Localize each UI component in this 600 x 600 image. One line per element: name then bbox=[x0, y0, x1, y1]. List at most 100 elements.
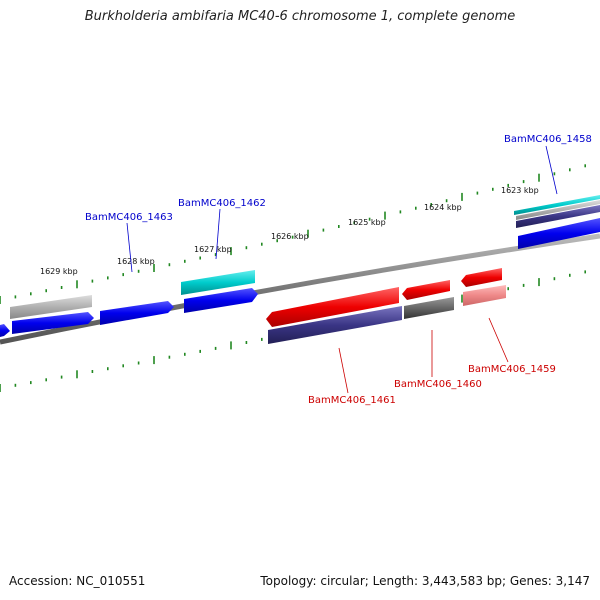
gene-label-1458[interactable]: BamMC406_1458 bbox=[504, 134, 592, 145]
gene-arrow-grey-left[interactable] bbox=[10, 295, 92, 319]
gene-arrow-1459[interactable] bbox=[461, 268, 502, 287]
ruler-tick bbox=[137, 269, 140, 273]
tick-label: 1623 kbp bbox=[501, 186, 539, 195]
ruler-tick bbox=[230, 341, 232, 350]
gene-arrow-blue-edge[interactable] bbox=[0, 324, 10, 337]
tick-label: 1626 kbp bbox=[271, 232, 309, 241]
ruler-tick bbox=[399, 210, 402, 214]
gene-arrow-1462[interactable] bbox=[184, 288, 258, 313]
gene-arrow-1462-cyan[interactable] bbox=[181, 270, 255, 295]
ruler-tick bbox=[214, 253, 217, 257]
gene-arrow-1461-purple[interactable] bbox=[268, 306, 402, 344]
ruler-tick bbox=[76, 370, 78, 379]
ruler-tick bbox=[30, 292, 32, 296]
ruler-tick bbox=[60, 375, 63, 379]
ruler-tick bbox=[553, 172, 556, 176]
gene-arrow-1458-cyan[interactable] bbox=[514, 195, 600, 215]
gene-arrow-1463[interactable] bbox=[100, 301, 174, 325]
ruler-tick bbox=[91, 370, 94, 373]
ruler-tick bbox=[45, 378, 47, 382]
gene-arrow-1459-pink[interactable] bbox=[463, 285, 506, 306]
ruler-tick bbox=[384, 211, 386, 220]
gene-label-1463[interactable]: BamMC406_1463 bbox=[85, 212, 173, 223]
ruler-tick bbox=[553, 277, 556, 281]
ruler-tick bbox=[184, 352, 186, 356]
accession-text: Accession: NC_010551 bbox=[9, 574, 146, 588]
ruler-tick bbox=[60, 286, 63, 289]
ruler-tick bbox=[107, 276, 109, 280]
ruler-tick bbox=[199, 349, 201, 353]
ruler-tick bbox=[153, 356, 155, 365]
gene-arrow-1458[interactable] bbox=[518, 218, 600, 249]
ruler-tick bbox=[584, 164, 586, 168]
ruler-tick bbox=[291, 235, 294, 239]
ruler-tick bbox=[14, 295, 17, 299]
map-title: Burkholderia ambifaria MC40-6 chromosome… bbox=[84, 9, 516, 24]
ruler-tick bbox=[522, 283, 525, 287]
reverse-features[interactable] bbox=[266, 268, 506, 344]
callout-1461 bbox=[338, 347, 349, 394]
ruler-tick bbox=[461, 192, 463, 201]
ruler-tick bbox=[122, 273, 124, 277]
ruler-tick bbox=[91, 279, 94, 283]
ruler-tick bbox=[569, 273, 571, 277]
callout-1459 bbox=[488, 317, 509, 363]
ruler-tick bbox=[230, 247, 232, 256]
ruler-tick bbox=[584, 270, 586, 274]
gene-label-1461[interactable]: BamMC406_1461 bbox=[308, 395, 396, 406]
ruler-tick bbox=[569, 168, 571, 172]
ruler-tick bbox=[245, 341, 248, 344]
gene-arrow-1460[interactable] bbox=[402, 280, 450, 300]
tick-label: 1628 kbp bbox=[117, 257, 155, 266]
ruler-tick bbox=[0, 384, 1, 392]
ruler-tick bbox=[137, 361, 140, 365]
ruler-tick bbox=[307, 229, 309, 238]
gene-label-1462[interactable]: BamMC406_1462 bbox=[178, 198, 266, 209]
gene-label-1459[interactable]: BamMC406_1459 bbox=[468, 364, 556, 375]
outer-ruler bbox=[0, 164, 586, 304]
ruler-tick bbox=[14, 383, 17, 387]
ruler-tick bbox=[368, 217, 371, 221]
gene-arrow-blue-left[interactable] bbox=[12, 312, 94, 334]
gene-arrow-1458-grey[interactable] bbox=[516, 200, 600, 220]
callout-1458 bbox=[545, 145, 558, 195]
gene-label-1460[interactable]: BamMC406_1460 bbox=[394, 379, 482, 390]
callout-1462 bbox=[215, 208, 221, 260]
ruler-tick bbox=[45, 289, 47, 293]
ruler-tick bbox=[461, 294, 463, 303]
ruler-tick bbox=[353, 221, 355, 225]
ruler-tick bbox=[184, 259, 186, 263]
gene-arrow-1461[interactable] bbox=[266, 287, 399, 327]
ruler-tick bbox=[76, 280, 78, 289]
ruler-tick bbox=[522, 180, 525, 184]
ruler-tick bbox=[245, 246, 248, 250]
ruler-tick bbox=[538, 173, 540, 182]
tick-label: 1624 kbp bbox=[424, 203, 462, 212]
callout-lines bbox=[126, 145, 558, 394]
gene-arrow-1458-purple[interactable] bbox=[516, 205, 600, 228]
gene-labels[interactable]: BamMC406_1458 BamMC406_1462 BamMC406_146… bbox=[85, 134, 592, 406]
ruler-tick bbox=[276, 239, 278, 243]
ruler-tick bbox=[107, 367, 109, 371]
ruler-tick bbox=[168, 355, 171, 359]
ruler-tick bbox=[0, 296, 1, 304]
ruler-tick bbox=[214, 346, 217, 350]
callout-1463 bbox=[126, 222, 133, 273]
tick-label: 1627 kbp bbox=[194, 245, 232, 254]
ruler-labels: 1629 kbp 1628 kbp 1627 kbp 1626 kbp 1625… bbox=[40, 186, 539, 276]
tick-label: 1625 kbp bbox=[348, 218, 386, 227]
forward-features[interactable] bbox=[0, 195, 600, 337]
genome-summary-text: Topology: circular; Length: 3,443,583 bp… bbox=[260, 574, 590, 588]
ruler-tick bbox=[415, 206, 417, 210]
ruler-tick bbox=[430, 203, 432, 206]
ruler-tick bbox=[445, 199, 448, 203]
ruler-tick bbox=[30, 381, 32, 385]
ruler-tick bbox=[153, 264, 155, 272]
genome-backbone bbox=[0, 233, 600, 345]
ruler-tick bbox=[538, 278, 540, 287]
ruler-tick bbox=[122, 364, 124, 368]
tick-label: 1629 kbp bbox=[40, 267, 78, 276]
ruler-tick bbox=[338, 225, 340, 228]
gene-arrow-1460-grey[interactable] bbox=[404, 297, 454, 319]
